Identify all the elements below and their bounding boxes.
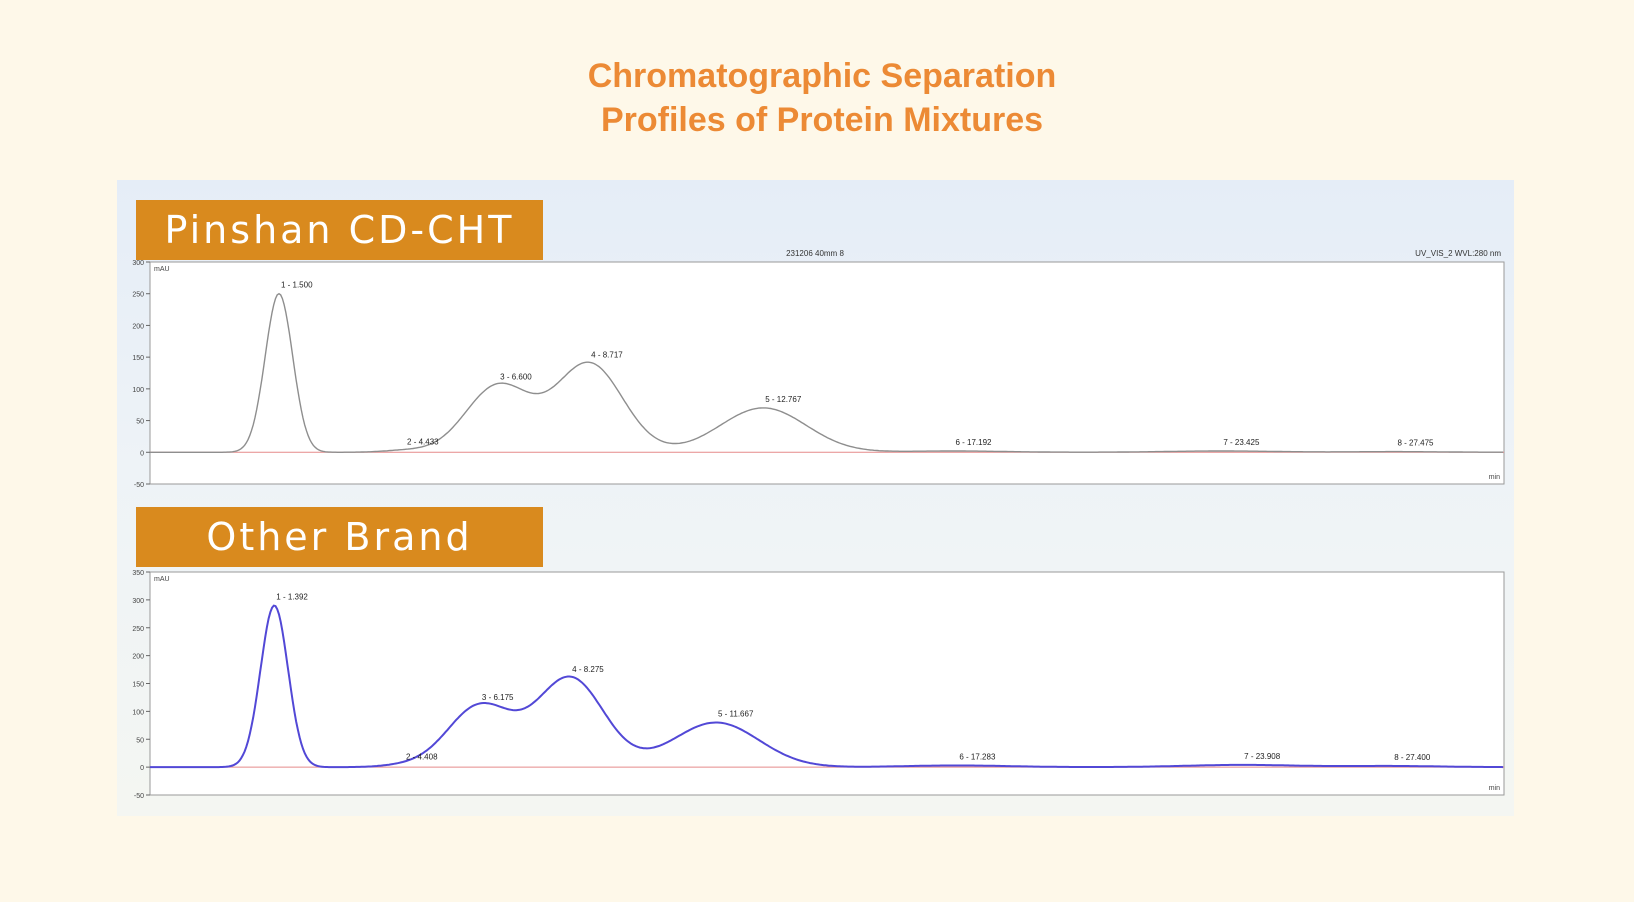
page-title: Chromatographic Separation Profiles of P… (0, 54, 1634, 142)
peak-label: 2 - 4.433 (407, 437, 439, 446)
peak-label: 5 - 11.667 (718, 710, 754, 719)
chart-header-center: 231206 40mm 8 (786, 249, 844, 258)
x-axis-label: min (1489, 785, 1500, 792)
y-axis-label: mAU (154, 576, 170, 583)
y-tick-label: 150 (132, 682, 144, 689)
peak-label: 8 - 27.400 (1394, 753, 1431, 762)
trace-line (150, 292, 1504, 453)
chromatogram-top: 231206 40mm 8 UV_VIS_2 WVL:280 nm -50 0 50 10… (132, 249, 1505, 489)
page-title-line-2: Profiles of Protein Mixtures (600, 101, 1044, 139)
chart-header-right: UV_VIS_2 WVL:280 nm (1415, 249, 1501, 258)
peak-label: 7 - 23.425 (1223, 438, 1260, 447)
peak-label: 7 - 23.908 (1244, 752, 1281, 761)
y-tick-label: -50 (134, 482, 144, 489)
panel-label-pinshan: Pinshan CD-CHT (136, 200, 543, 260)
y-axis-label: mAU (154, 266, 170, 273)
y-tick-label: 50 (136, 419, 144, 426)
peak-label: 4 - 8.717 (591, 350, 623, 359)
peak-label: 5 - 12.767 (765, 395, 802, 404)
peak-label: 1 - 1.500 (281, 281, 313, 290)
peak-label: 1 - 1.392 (276, 592, 308, 601)
y-tick-label: 100 (132, 709, 144, 716)
y-tick-label: 200 (132, 323, 144, 330)
y-tick-label: 250 (132, 626, 144, 633)
peak-label: 6 - 17.192 (955, 438, 992, 447)
plot-area (149, 571, 1505, 796)
peak-label: 2 - 4.408 (406, 752, 438, 761)
y-tick-label: 0 (140, 765, 144, 772)
y-tick-label: 250 (132, 292, 144, 299)
y-tick-label: 100 (132, 387, 144, 394)
y-tick-label: 350 (132, 570, 144, 577)
page-title-line-1: Chromatographic Separation (587, 57, 1057, 95)
chromatogram-bottom: -50 0 50 100 150 200 250 300 350 mAU min 1 - 1.392 2… (132, 570, 1505, 800)
x-axis-label: min (1489, 474, 1500, 481)
y-tick-label: 300 (132, 260, 144, 267)
y-tick-label: 200 (132, 654, 144, 661)
peak-label: 4 - 8.275 (572, 665, 604, 674)
peak-label: 8 - 27.475 (1397, 439, 1434, 448)
panel-label-other-brand: Other Brand (136, 507, 543, 567)
y-tick-label: 50 (136, 737, 144, 744)
peak-label: 6 - 17.283 (959, 752, 996, 761)
peak-label: 3 - 6.600 (500, 373, 532, 382)
y-tick-label: 0 (140, 450, 144, 457)
y-tick-label: 150 (132, 355, 144, 362)
y-tick-label: 300 (132, 598, 144, 605)
trace-line (150, 604, 1504, 769)
peak-label: 3 - 6.175 (482, 693, 514, 702)
plot-area (149, 261, 1505, 485)
y-tick-label: -50 (134, 793, 144, 800)
